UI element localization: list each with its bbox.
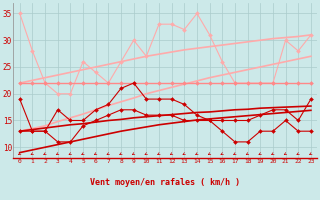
X-axis label: Vent moyen/en rafales ( km/h ): Vent moyen/en rafales ( km/h ) xyxy=(90,178,240,187)
